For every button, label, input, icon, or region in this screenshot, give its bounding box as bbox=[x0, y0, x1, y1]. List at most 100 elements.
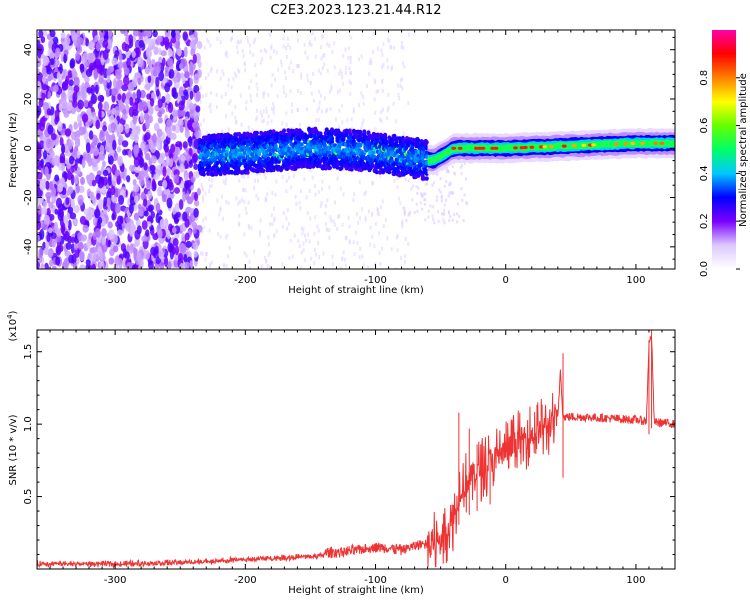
spectrogram-cell bbox=[282, 128, 287, 133]
spectrogram-cell bbox=[65, 242, 72, 250]
spectrogram-cell bbox=[399, 201, 402, 206]
spectrogram-cell bbox=[138, 149, 143, 159]
spectrogram-cell bbox=[398, 196, 401, 201]
spectrogram-cell bbox=[407, 179, 410, 183]
spectrogram-cell bbox=[111, 213, 116, 221]
spectrogram-cell bbox=[99, 250, 104, 261]
spectrogram-cell bbox=[144, 132, 151, 141]
spectrogram-cell bbox=[289, 238, 292, 243]
spectrogram-cell bbox=[167, 48, 173, 58]
spectrogram-cell bbox=[270, 83, 273, 88]
spectrogram-cell bbox=[262, 118, 265, 123]
spectrogram-cell bbox=[416, 192, 419, 195]
spectrogram-cell bbox=[307, 232, 309, 237]
spectrogram-cell bbox=[54, 116, 59, 125]
snr-y-axis-label: SNR (10 * v/v) bbox=[8, 414, 19, 485]
spectrogram-cell bbox=[371, 150, 376, 155]
spectrogram-cell bbox=[221, 194, 223, 199]
spectrogram-cell bbox=[208, 262, 211, 267]
spectrogram-cell bbox=[387, 65, 389, 70]
spectrogram-x-tick-label: -200 bbox=[234, 275, 257, 286]
spectrogram-cell bbox=[460, 172, 463, 176]
spectrogram-cell bbox=[265, 106, 268, 111]
spectrogram-cell bbox=[265, 49, 268, 54]
spectrogram-cell bbox=[55, 197, 63, 209]
spectrogram-cell bbox=[185, 154, 191, 162]
spectrogram-cell bbox=[89, 191, 95, 201]
spectrogram-cell bbox=[41, 66, 47, 75]
spectrogram-cell bbox=[387, 105, 390, 110]
spectrogram-cell bbox=[85, 142, 91, 154]
snr-x-tick-label: 0 bbox=[503, 575, 509, 586]
spectrogram-cell bbox=[82, 125, 87, 135]
spectrogram-cell bbox=[124, 123, 130, 134]
spectrogram-cell bbox=[394, 144, 399, 149]
spectrogram-cell bbox=[426, 182, 429, 186]
spectrogram-cell bbox=[209, 103, 212, 107]
spectrogram-cell bbox=[401, 224, 404, 229]
spectrogram-cell bbox=[56, 228, 62, 237]
spectrogram-cell bbox=[43, 214, 50, 225]
spectrogram-peak bbox=[623, 142, 629, 146]
spectrogram-cell bbox=[139, 75, 144, 83]
spectrogram-cell bbox=[222, 72, 225, 77]
spectrogram-cell bbox=[42, 55, 50, 66]
spectrogram-cell bbox=[45, 241, 50, 249]
spectrogram-cell bbox=[80, 91, 87, 101]
spectrogram-cell bbox=[173, 169, 180, 177]
spectrogram-cell bbox=[153, 46, 159, 56]
spectrogram-cell bbox=[156, 141, 161, 149]
spectrogram-cell bbox=[361, 95, 364, 100]
spectrogram-cell bbox=[110, 122, 117, 130]
spectrogram-cell bbox=[37, 150, 42, 161]
spectrogram-cell bbox=[84, 75, 90, 83]
spectrogram-cell bbox=[131, 264, 136, 269]
spectrogram-cell bbox=[257, 178, 259, 183]
spectrogram-peak bbox=[653, 141, 658, 145]
spectrogram-cell bbox=[204, 216, 207, 221]
spectrogram-cell bbox=[60, 144, 66, 154]
spectrogram-cell bbox=[395, 267, 398, 269]
spectrogram-cell bbox=[222, 172, 224, 177]
spectrogram-cell bbox=[423, 202, 426, 206]
figure-title: C2E3.2023.123.21.44.R12 bbox=[270, 3, 441, 18]
spectrogram-cell bbox=[92, 134, 98, 146]
spectrogram-cell bbox=[40, 264, 46, 269]
spectrogram-cell bbox=[95, 174, 102, 185]
spectrogram-cell bbox=[260, 49, 263, 54]
spectrogram-cell bbox=[390, 67, 393, 72]
spectrogram-cell bbox=[249, 93, 252, 98]
colorbar-tick-label: 0.2 bbox=[699, 213, 710, 229]
spectrogram-cell bbox=[160, 50, 167, 57]
spectrogram-y-tick-label: 20 bbox=[23, 93, 34, 106]
spectrogram-cell bbox=[272, 110, 275, 115]
spectrogram-cell bbox=[196, 187, 201, 196]
spectrogram-cell bbox=[172, 155, 179, 163]
spectrogram-cell bbox=[210, 260, 213, 265]
spectrogram-cell bbox=[97, 101, 103, 111]
spectrogram-cell bbox=[306, 211, 309, 216]
spectrogram-cell bbox=[175, 40, 181, 50]
spectrogram-cell bbox=[206, 37, 209, 42]
spectrogram-cell bbox=[318, 105, 321, 110]
spectrogram-cell bbox=[408, 210, 411, 214]
spectrogram-cell bbox=[371, 181, 374, 186]
spectrogram-cell bbox=[70, 132, 75, 141]
snr-x-tick-label: -200 bbox=[234, 575, 257, 586]
spectrogram-cell bbox=[102, 125, 107, 132]
spectrogram-cell bbox=[322, 53, 325, 58]
spectrogram-cell bbox=[344, 70, 347, 75]
spectrogram-cell bbox=[369, 225, 372, 230]
spectrogram-cell bbox=[39, 180, 46, 191]
spectrogram-cell bbox=[186, 119, 193, 130]
spectrogram-cell bbox=[265, 110, 268, 115]
spectrogram-cell bbox=[91, 263, 97, 269]
spectrogram-cell bbox=[99, 66, 104, 76]
spectrogram-cell bbox=[367, 265, 370, 269]
spectrogram-cell bbox=[341, 256, 344, 261]
spectrogram-cell bbox=[401, 86, 404, 91]
spectrogram-cell bbox=[264, 175, 267, 180]
spectrogram-cell bbox=[339, 186, 342, 191]
spectrogram-cell bbox=[49, 30, 56, 38]
spectrogram-peak bbox=[490, 146, 496, 150]
